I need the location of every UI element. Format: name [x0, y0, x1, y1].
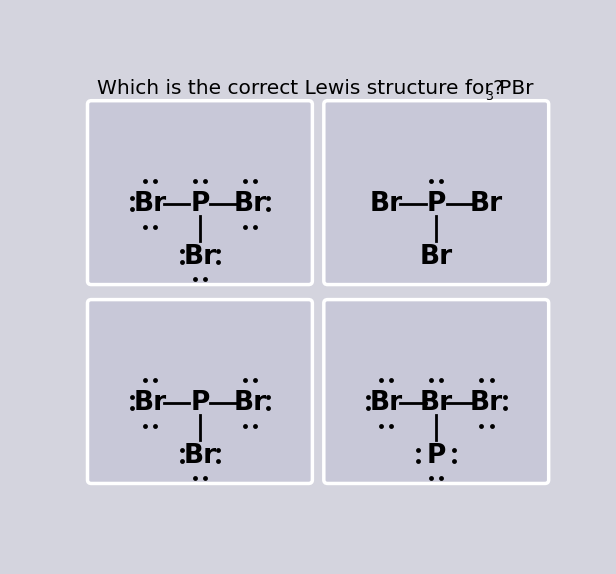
Text: Br: Br: [184, 244, 216, 270]
Text: Br: Br: [419, 390, 453, 416]
Text: Br: Br: [133, 191, 166, 216]
Text: P: P: [426, 443, 446, 468]
Text: Which is the correct Lewis structure for PBr: Which is the correct Lewis structure for…: [97, 79, 534, 98]
FancyBboxPatch shape: [324, 100, 549, 285]
Text: Br: Br: [470, 191, 503, 216]
Text: P: P: [190, 191, 209, 216]
Text: Br: Br: [419, 244, 453, 270]
Text: P: P: [190, 390, 209, 416]
Text: Br: Br: [470, 390, 503, 416]
Text: Br: Br: [370, 191, 403, 216]
Text: P: P: [426, 191, 446, 216]
Text: Br: Br: [233, 191, 267, 216]
Text: 3: 3: [485, 90, 493, 103]
Text: Br: Br: [233, 390, 267, 416]
Text: Br: Br: [184, 443, 216, 468]
FancyBboxPatch shape: [324, 300, 549, 483]
FancyBboxPatch shape: [87, 100, 312, 285]
FancyBboxPatch shape: [87, 300, 312, 483]
Text: Br: Br: [370, 390, 403, 416]
Text: Br: Br: [133, 390, 166, 416]
Text: ?: ?: [493, 79, 503, 98]
